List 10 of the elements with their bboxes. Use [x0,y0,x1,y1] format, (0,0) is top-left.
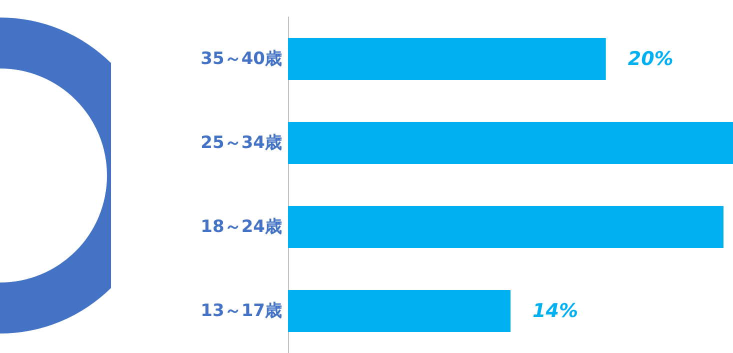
y-tick-label: 13～17歳 [200,301,282,321]
y-tick-label: 25～34歳 [200,133,282,153]
y-tick-label: 35～40歳 [200,49,282,69]
data-label: 20% [628,48,674,70]
y-tick-label: 18～24歳 [200,217,282,237]
bar [288,290,510,332]
bar [288,206,724,248]
data-label: 14% [532,300,578,322]
bar [288,38,606,80]
bar [288,122,733,164]
